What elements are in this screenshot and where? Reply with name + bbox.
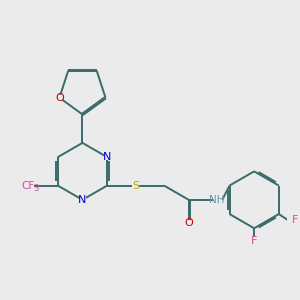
Bar (213, 197, 221, 203)
Text: N: N (103, 152, 111, 162)
Text: O: O (55, 93, 64, 103)
Bar (56, 95, 63, 100)
Bar (22, 183, 34, 188)
Text: S: S (132, 181, 139, 190)
Bar (79, 197, 85, 203)
Text: F: F (251, 236, 257, 246)
Text: O: O (184, 218, 193, 228)
Text: CF: CF (21, 181, 34, 190)
Text: F: F (292, 215, 298, 225)
Bar (133, 183, 139, 188)
Text: NH: NH (209, 195, 225, 205)
Bar (104, 154, 110, 160)
Bar (186, 220, 192, 225)
Text: N: N (78, 195, 87, 205)
Text: 3: 3 (33, 184, 38, 194)
